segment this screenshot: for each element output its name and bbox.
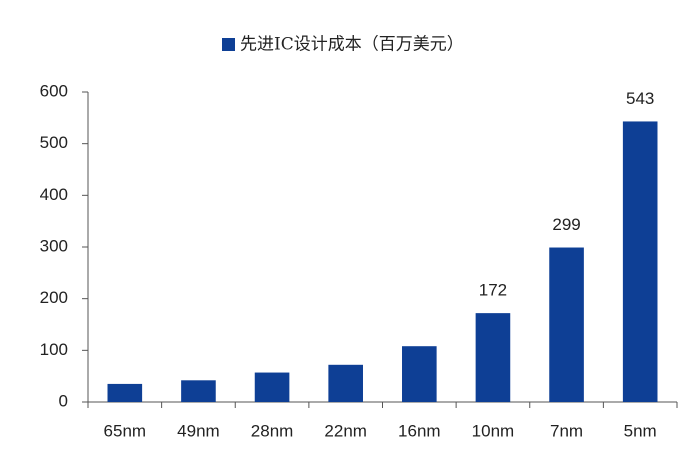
y-tick-label: 300 bbox=[40, 236, 68, 255]
y-tick-label: 600 bbox=[40, 81, 68, 100]
bar bbox=[328, 364, 363, 402]
y-tick-label: 400 bbox=[40, 185, 68, 204]
x-tick-label: 16nm bbox=[398, 421, 441, 440]
bar bbox=[475, 313, 511, 402]
y-tick-label: 200 bbox=[40, 288, 68, 307]
legend-label: 先进IC设计成本（百万美元） bbox=[240, 35, 464, 55]
x-tick-label: 5nm bbox=[624, 421, 657, 440]
bar bbox=[254, 372, 290, 402]
x-tick-label: 49nm bbox=[177, 421, 220, 440]
x-tick-label: 10nm bbox=[472, 421, 515, 440]
data-label: 543 bbox=[626, 89, 654, 108]
bar bbox=[549, 247, 584, 402]
x-tick-label: 28nm bbox=[251, 421, 294, 440]
data-label: 299 bbox=[552, 215, 580, 234]
data-label: 172 bbox=[479, 281, 507, 300]
bar bbox=[107, 383, 143, 402]
bar bbox=[402, 346, 437, 402]
x-tick-label: 22nm bbox=[324, 421, 367, 440]
x-tick-label: 65nm bbox=[104, 421, 147, 440]
bar bbox=[181, 380, 216, 402]
y-tick-label: 0 bbox=[59, 391, 68, 410]
y-tick-label: 500 bbox=[40, 133, 68, 152]
y-tick-label: 100 bbox=[40, 340, 68, 359]
x-tick-label: 7nm bbox=[550, 421, 583, 440]
legend-swatch bbox=[222, 38, 235, 51]
bar bbox=[622, 121, 658, 402]
